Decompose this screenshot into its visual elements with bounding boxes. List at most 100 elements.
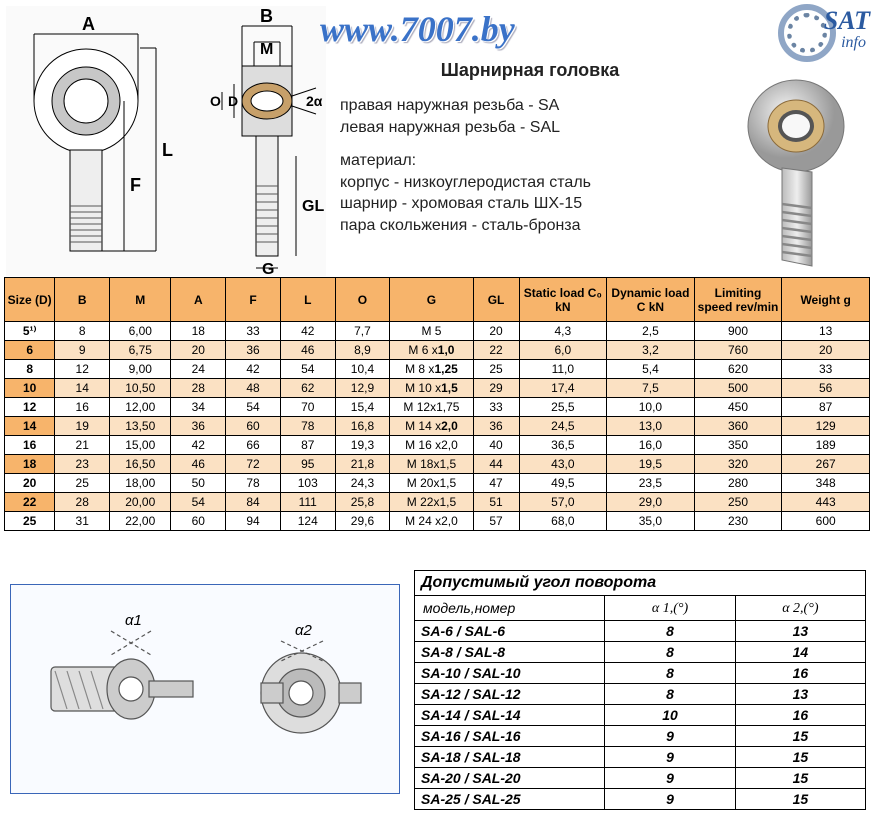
table-cell: 19,5 — [607, 455, 695, 474]
table-cell: 6,00 — [110, 322, 171, 341]
table-cell: 66 — [226, 436, 281, 455]
angle-cell: SA-20 / SAL-20 — [415, 768, 605, 789]
table-cell: 28 — [171, 379, 226, 398]
angle-cell: SA-25 / SAL-25 — [415, 789, 605, 810]
dim-2a: 2α — [306, 93, 323, 109]
table-cell: 320 — [694, 455, 782, 474]
col-header: Dynamic load C kN — [607, 278, 695, 322]
angle-diagram: α1 α2 — [10, 584, 400, 794]
table-cell: 42 — [171, 436, 226, 455]
table-cell: 13 — [782, 322, 870, 341]
sat-logo: SAT info — [778, 4, 868, 64]
table-cell: 620 — [694, 360, 782, 379]
lower-section: α1 α2 Допустимый угол поворота модель,но… — [4, 570, 870, 830]
table-cell: 103 — [280, 474, 335, 493]
table-cell: 60 — [226, 417, 281, 436]
angle-row: SA-12 / SAL-12813 — [415, 684, 866, 705]
table-header-row: Size (D)BMAFLOGGLStatic load C₀ kNDynami… — [5, 278, 870, 322]
table-cell: 51 — [473, 493, 519, 512]
angle-cell: 10 — [605, 705, 735, 726]
table-cell: 14 — [55, 379, 110, 398]
dim-A: A — [82, 14, 95, 34]
angle-cell: 16 — [735, 705, 865, 726]
table-cell: 48 — [226, 379, 281, 398]
table-cell: 900 — [694, 322, 782, 341]
table-cell: 3,2 — [607, 341, 695, 360]
table-cell: M 5 — [390, 322, 473, 341]
table-row: 696,752036468,9M 6 x1,0226,03,276020 — [5, 341, 870, 360]
table-cell: M 8 x1,25 — [390, 360, 473, 379]
table-cell: 68,0 — [519, 512, 607, 531]
header-area: A L F — [0, 0, 874, 275]
col-header: G — [390, 278, 473, 322]
angle-cell: SA-14 / SAL-14 — [415, 705, 605, 726]
table-cell: 9,00 — [110, 360, 171, 379]
table-cell: M 10 x1,5 — [390, 379, 473, 398]
table-cell: 5,4 — [607, 360, 695, 379]
table-cell: 23 — [55, 455, 110, 474]
col-header: Static load C₀ kN — [519, 278, 607, 322]
angle-cell: 9 — [605, 726, 735, 747]
desc-line-2: левая наружная резьба - SAL — [340, 117, 720, 139]
table-cell: 129 — [782, 417, 870, 436]
table-row: 141913,5036607816,8M 14 x2,03624,513,036… — [5, 417, 870, 436]
desc-line-3: материал: — [340, 150, 720, 172]
table-cell: 8 — [55, 322, 110, 341]
angle-table: Допустимый угол поворота модель,номер α … — [414, 570, 866, 810]
table-cell: 29,6 — [335, 512, 390, 531]
table-cell: 87 — [280, 436, 335, 455]
table-cell: 6,0 — [519, 341, 607, 360]
table-cell: 24,3 — [335, 474, 390, 493]
table-cell: 25,8 — [335, 493, 390, 512]
table-cell: 13,0 — [607, 417, 695, 436]
table-cell: 12,9 — [335, 379, 390, 398]
table-cell: 20,00 — [110, 493, 171, 512]
table-cell: 49,5 — [519, 474, 607, 493]
table-cell: 28 — [55, 493, 110, 512]
table-cell: 11,0 — [519, 360, 607, 379]
col-header: Limiting speed rev/min — [694, 278, 782, 322]
table-cell: M 22x1,5 — [390, 493, 473, 512]
table-cell: 36,5 — [519, 436, 607, 455]
table-cell: 360 — [694, 417, 782, 436]
table-cell: 47 — [473, 474, 519, 493]
table-cell: 60 — [171, 512, 226, 531]
table-cell: 25 — [55, 474, 110, 493]
table-cell: 17,4 — [519, 379, 607, 398]
table-cell: 24,5 — [519, 417, 607, 436]
desc-line-5: шарнир - хромовая сталь ШХ-15 — [340, 193, 720, 215]
table-cell: M 6 x1,0 — [390, 341, 473, 360]
table-cell: 16,0 — [607, 436, 695, 455]
angle-table-caption: Допустимый угол поворота — [414, 570, 866, 595]
angle-cell: 16 — [735, 663, 865, 684]
table-cell: 43,0 — [519, 455, 607, 474]
col-header: GL — [473, 278, 519, 322]
table-row: 101410,5028486212,9M 10 x1,52917,47,5500… — [5, 379, 870, 398]
product-photo — [730, 70, 868, 270]
table-cell: 16 — [5, 436, 55, 455]
table-cell: 348 — [782, 474, 870, 493]
table-cell: 18 — [171, 322, 226, 341]
table-cell: 46 — [171, 455, 226, 474]
angle-row: SA-16 / SAL-16915 — [415, 726, 866, 747]
table-row: 121612,0034547015,4M 12x1,753325,510,045… — [5, 398, 870, 417]
angle-cell: 13 — [735, 621, 865, 642]
table-cell: 16,50 — [110, 455, 171, 474]
table-cell: 54 — [226, 398, 281, 417]
angle-cell: SA-10 / SAL-10 — [415, 663, 605, 684]
table-cell: 72 — [226, 455, 281, 474]
angle-cell: 8 — [605, 621, 735, 642]
table-cell: 50 — [171, 474, 226, 493]
table-cell: 46 — [280, 341, 335, 360]
table-cell: M 24 x2,0 — [390, 512, 473, 531]
table-cell: 34 — [171, 398, 226, 417]
angle-row: SA-10 / SAL-10816 — [415, 663, 866, 684]
table-cell: 21 — [55, 436, 110, 455]
table-cell: 15,4 — [335, 398, 390, 417]
table-cell: 54 — [280, 360, 335, 379]
table-cell: 40 — [473, 436, 519, 455]
description-block: Шарнирная головка правая наружная резьба… — [340, 60, 720, 237]
angle-cell: SA-8 / SAL-8 — [415, 642, 605, 663]
table-cell: M 20x1,5 — [390, 474, 473, 493]
angle-cell: 15 — [735, 726, 865, 747]
